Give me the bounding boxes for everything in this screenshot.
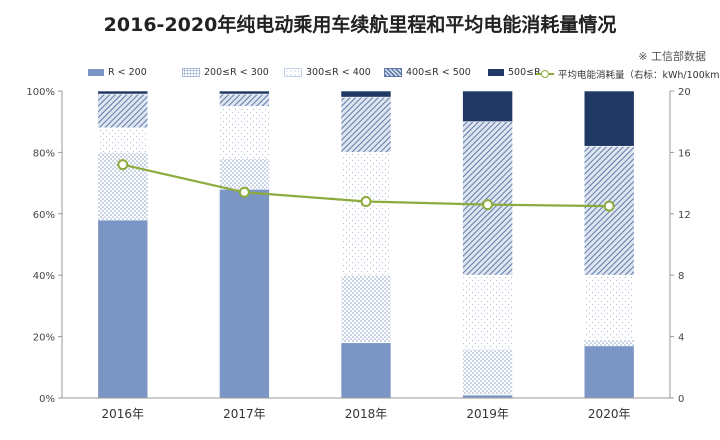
legend-swatch (182, 68, 200, 77)
legend-item-1: R < 200 (88, 67, 147, 78)
x-tick-label: 2017年 (223, 407, 266, 421)
y-right-tick-label: 16 (678, 148, 691, 159)
bars-layer (97, 90, 635, 399)
axes-layer: 2016年 2017年 2018年 2019年 2020年 0% 20% 40% 60% 80% 1… (26, 87, 690, 421)
legend-item-3: 300≤R < 400 (284, 67, 371, 78)
bar-3-series-2 (340, 274, 392, 344)
line-point-5 (603, 200, 615, 212)
x-tick-label: 2019年 (466, 407, 509, 421)
legend-line-swatch (536, 69, 554, 79)
bar-2-series-3 (219, 106, 270, 159)
legend-swatch (284, 68, 302, 77)
bar-2-series-2 (219, 158, 270, 190)
legend-label: 200≤R < 300 (204, 67, 269, 78)
legend-label: 500≤R (508, 67, 541, 78)
legend-item-2: 200≤R < 300 (182, 67, 269, 78)
bar-3-series-4 (340, 96, 392, 153)
x-tick-label: 2020年 (588, 407, 631, 421)
bar-4-series-5 (462, 90, 513, 123)
bar-1-series-5 (97, 90, 149, 95)
legend-item-line: 平均电能消耗量（右标：kWh/100km） (536, 67, 720, 81)
bar-5-series-3 (583, 274, 635, 340)
bar-4-series-4 (462, 121, 513, 276)
bar-1-series-1 (97, 219, 149, 399)
chart-title: 2016-2020年纯电动乘用车续航里程和平均电能消耗量情况 (103, 14, 617, 36)
y-left-tick-label: 0% (39, 394, 55, 405)
legend-item-4: 400≤R < 500 (384, 67, 471, 78)
y-right-tick-label: 8 (678, 271, 684, 282)
bar-1-series-3 (97, 127, 149, 153)
y-right-tick-label: 4 (678, 333, 684, 344)
y-right-tick-label: 20 (678, 87, 691, 98)
line-point-1 (117, 159, 129, 171)
bar-1-series-4 (97, 93, 149, 129)
bar-2-series-5 (219, 90, 270, 95)
y-right-tick-label: 0 (678, 394, 684, 405)
legend-item-5: 500≤R (488, 67, 541, 78)
legend: R < 200 200≤R < 300 300≤R < 400 400≤R < 500… (88, 67, 720, 81)
y-left-tick-label: 80% (33, 148, 55, 159)
bar-4-series-3 (462, 274, 513, 350)
bar-5-series-2 (583, 339, 635, 347)
bar-3-series-1 (340, 342, 392, 399)
bar-3-series-3 (340, 152, 392, 276)
line-point-3 (360, 196, 372, 208)
legend-label: 300≤R < 400 (306, 67, 371, 78)
legend-label: 平均电能消耗量（右标：kWh/100km） (558, 70, 720, 81)
y-left-tick-label: 100% (26, 87, 55, 98)
legend-swatch (488, 69, 504, 76)
legend-label: R < 200 (108, 67, 147, 78)
line-layer (117, 159, 615, 212)
x-tick-label: 2016年 (102, 407, 145, 421)
y-left-tick-label: 60% (33, 210, 55, 221)
bar-5-series-1 (583, 345, 635, 399)
y-left-tick-label: 40% (33, 271, 55, 282)
source-note: ※ 工信部数据 (638, 50, 706, 63)
legend-swatch (88, 69, 104, 76)
bar-3-series-5 (340, 90, 392, 98)
bar-5-series-5 (583, 90, 635, 147)
y-right-tick-label: 12 (678, 210, 691, 221)
line-point-2 (238, 186, 250, 198)
legend-swatch (384, 68, 402, 77)
bar-2-series-4 (219, 93, 270, 107)
bar-2-series-1 (219, 188, 270, 399)
y-left-tick-label: 20% (33, 333, 55, 344)
line-point-4 (482, 199, 494, 211)
x-tick-label: 2018年 (345, 407, 388, 421)
bar-4-series-2 (462, 348, 513, 396)
legend-label: 400≤R < 500 (406, 67, 471, 78)
